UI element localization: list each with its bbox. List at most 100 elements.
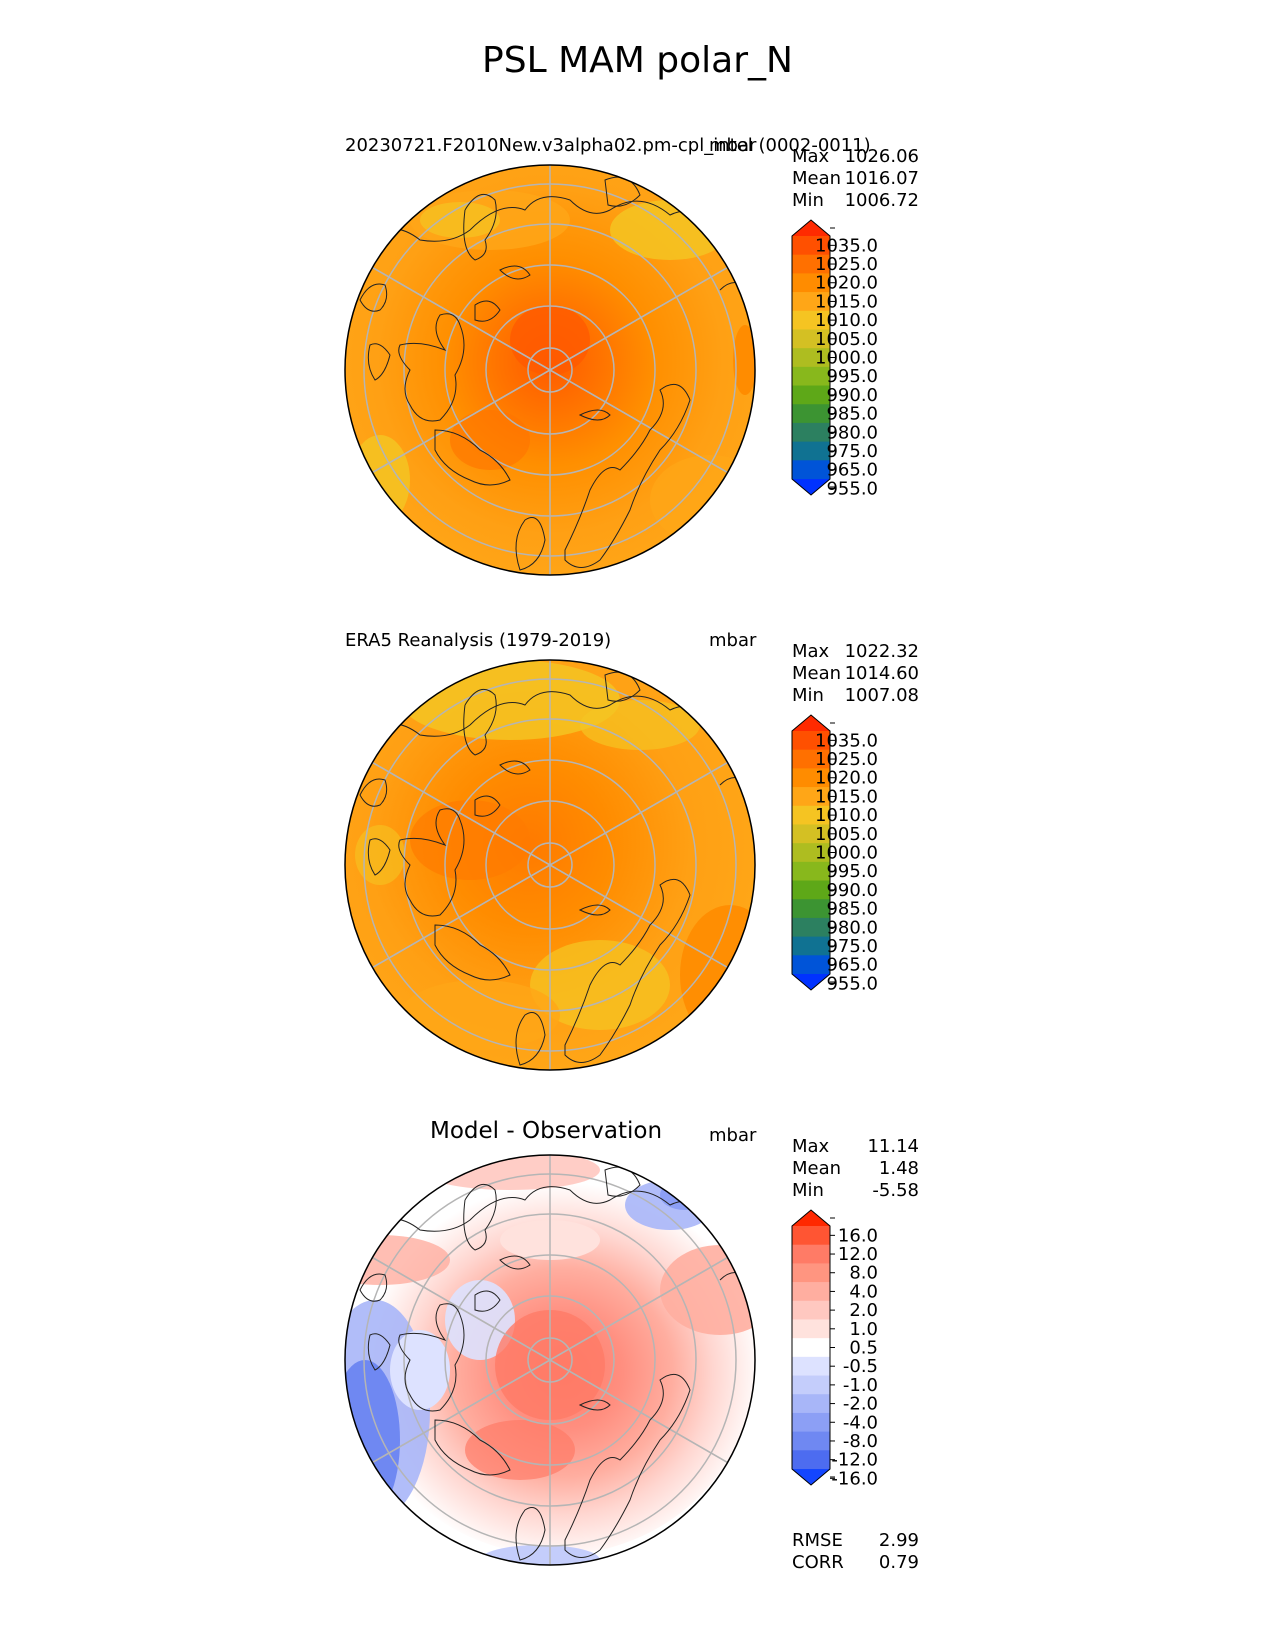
- colorbar-segment: [792, 787, 830, 807]
- colorbar-segment: [792, 1338, 830, 1358]
- colorbar-segment: [792, 366, 830, 387]
- stat-value: 1016.07: [844, 168, 919, 189]
- colorbar-tick-label: 995.0: [826, 366, 878, 387]
- colorbar-tick-label: 1025.0: [815, 254, 878, 275]
- colorbar-segment: [792, 329, 830, 349]
- colorbar-tick-label: 1000.0: [815, 843, 878, 864]
- colorbar-segment: [792, 1450, 830, 1470]
- colorbar-tick-label: -16.0: [831, 1468, 878, 1489]
- panel-2-title: ERA5 Reanalysis (1979-2019): [345, 630, 612, 651]
- stat-value: 11.14: [867, 1136, 919, 1157]
- stat-value: 1007.08: [844, 685, 919, 706]
- colorbar-segment: [792, 1375, 830, 1395]
- colorbar-extend-top: [792, 715, 830, 731]
- colorbar-outline: [791, 1209, 831, 1486]
- colorbar-tick-label: 995.0: [826, 861, 878, 882]
- stat-label: Min: [792, 1180, 824, 1201]
- colorbar-segment: [792, 292, 830, 312]
- colorbar-segment: [792, 422, 830, 443]
- colorbar-tick-label: 1010.0: [815, 805, 878, 826]
- coastlines: [359, 1166, 751, 1561]
- colorbar-segment: [792, 749, 830, 769]
- colorbar-tick-label: 980.0: [826, 422, 878, 443]
- colorbar-segment: [792, 310, 830, 330]
- stat-label: Max: [792, 146, 830, 167]
- colorbar-tick-label: -4.0: [843, 1412, 878, 1433]
- stat-label: Max: [792, 1136, 830, 1157]
- stat-value: 1022.32: [844, 641, 919, 662]
- colorbar-segment: [792, 843, 830, 863]
- colorbar-tick-label: -2.0: [843, 1394, 878, 1415]
- panel-1-colorbar: 1035.01025.01020.01015.01010.01005.01000…: [791, 219, 878, 499]
- stat-label: Min: [792, 190, 824, 211]
- stat-label: RMSE: [792, 1530, 843, 1551]
- colorbar-segment: [792, 254, 830, 274]
- stat-label: Mean: [792, 1158, 842, 1179]
- colorbar-segment: [792, 861, 830, 882]
- colorbar-segment: [792, 1226, 830, 1246]
- colorbar-tick-label: -12.0: [831, 1450, 878, 1471]
- graticule: [363, 1155, 737, 1565]
- stat-value: 0.79: [878, 1552, 919, 1573]
- stat-label: Min: [792, 685, 824, 706]
- colorbar-tick-label: 12.0: [838, 1244, 878, 1265]
- colorbar-segment: [792, 441, 830, 461]
- colorbar-segment: [792, 236, 830, 256]
- stat-value: 2.99: [878, 1530, 919, 1551]
- figure-title: PSL MAM polar_N: [482, 40, 793, 81]
- colorbar-tick-label: 955.0: [826, 478, 878, 499]
- colorbar-tick-label: 16.0: [838, 1225, 878, 1246]
- graticule: [363, 660, 737, 1070]
- colorbar-segment: [792, 1300, 830, 1320]
- colorbar-tick-label: 1020.0: [815, 273, 878, 294]
- colorbar-segment: [792, 768, 830, 788]
- panel-1-polar-map: [344, 164, 756, 576]
- colorbar-tick-label: 1.0: [849, 1319, 878, 1340]
- panel-2-units: mbar: [709, 630, 757, 651]
- colorbar-segment: [792, 273, 830, 293]
- colorbar-segment: [792, 1356, 830, 1377]
- coastlines: [359, 671, 751, 1066]
- colorbar-tick-label: 965.0: [826, 955, 878, 976]
- colorbar-tick-label: 1015.0: [815, 291, 878, 312]
- colorbar-tick-label: 985.0: [826, 899, 878, 920]
- panel-1-units: mbar: [709, 135, 757, 156]
- colorbar-segment: [792, 805, 830, 825]
- panel-1-title: 20230721.F2010New.v3alpha02.pm-cpl_intel…: [345, 135, 871, 156]
- panel-3-colorbar: 16.012.08.04.02.01.00.5-0.5-1.0-2.0-4.0-…: [791, 1209, 878, 1489]
- panel-2-colorbar: 1035.01025.01020.01015.01010.01005.01000…: [791, 714, 878, 994]
- panel-3-title: Model - Observation: [430, 1118, 663, 1144]
- stat-label: Max: [792, 641, 830, 662]
- colorbar-extend-bottom: [792, 974, 830, 990]
- colorbar-tick-label: 1010.0: [815, 310, 878, 331]
- colorbar-segment: [792, 385, 830, 405]
- stat-value: -5.58: [872, 1180, 919, 1201]
- colorbar-tick-label: 985.0: [826, 404, 878, 425]
- stat-value: 1.48: [878, 1158, 919, 1179]
- colorbar-tick-label: 965.0: [826, 460, 878, 481]
- colorbar-segment: [792, 1244, 830, 1264]
- colorbar-extend-bottom: [792, 479, 830, 495]
- colorbar-segment: [792, 917, 830, 938]
- colorbar-tick-label: 4.0: [849, 1281, 878, 1302]
- stat-label: Mean: [792, 168, 842, 189]
- colorbar-segment: [792, 1394, 830, 1414]
- colorbar-segment: [792, 1319, 830, 1339]
- colorbar-tick-label: 1000.0: [815, 348, 878, 369]
- colorbar-segment: [792, 1282, 830, 1302]
- colorbar-tick-label: 955.0: [826, 973, 878, 994]
- colorbar-tick-label: 0.5: [849, 1338, 878, 1359]
- stat-value: 1006.72: [844, 190, 919, 211]
- panel-2-polar-map: [344, 659, 756, 1071]
- stat-label: CORR: [792, 1552, 844, 1573]
- colorbar-segment: [792, 404, 830, 424]
- colorbar-segment: [792, 348, 830, 368]
- colorbar-tick-label: 990.0: [826, 880, 878, 901]
- colorbar-tick-label: -0.5: [843, 1356, 878, 1377]
- stat-label: Mean: [792, 663, 842, 684]
- colorbar-segment: [792, 1431, 830, 1451]
- coastlines: [359, 176, 751, 571]
- colorbar-tick-label: 1005.0: [815, 824, 878, 845]
- colorbar-tick-label: 8.0: [849, 1263, 878, 1284]
- graticule: [363, 165, 737, 575]
